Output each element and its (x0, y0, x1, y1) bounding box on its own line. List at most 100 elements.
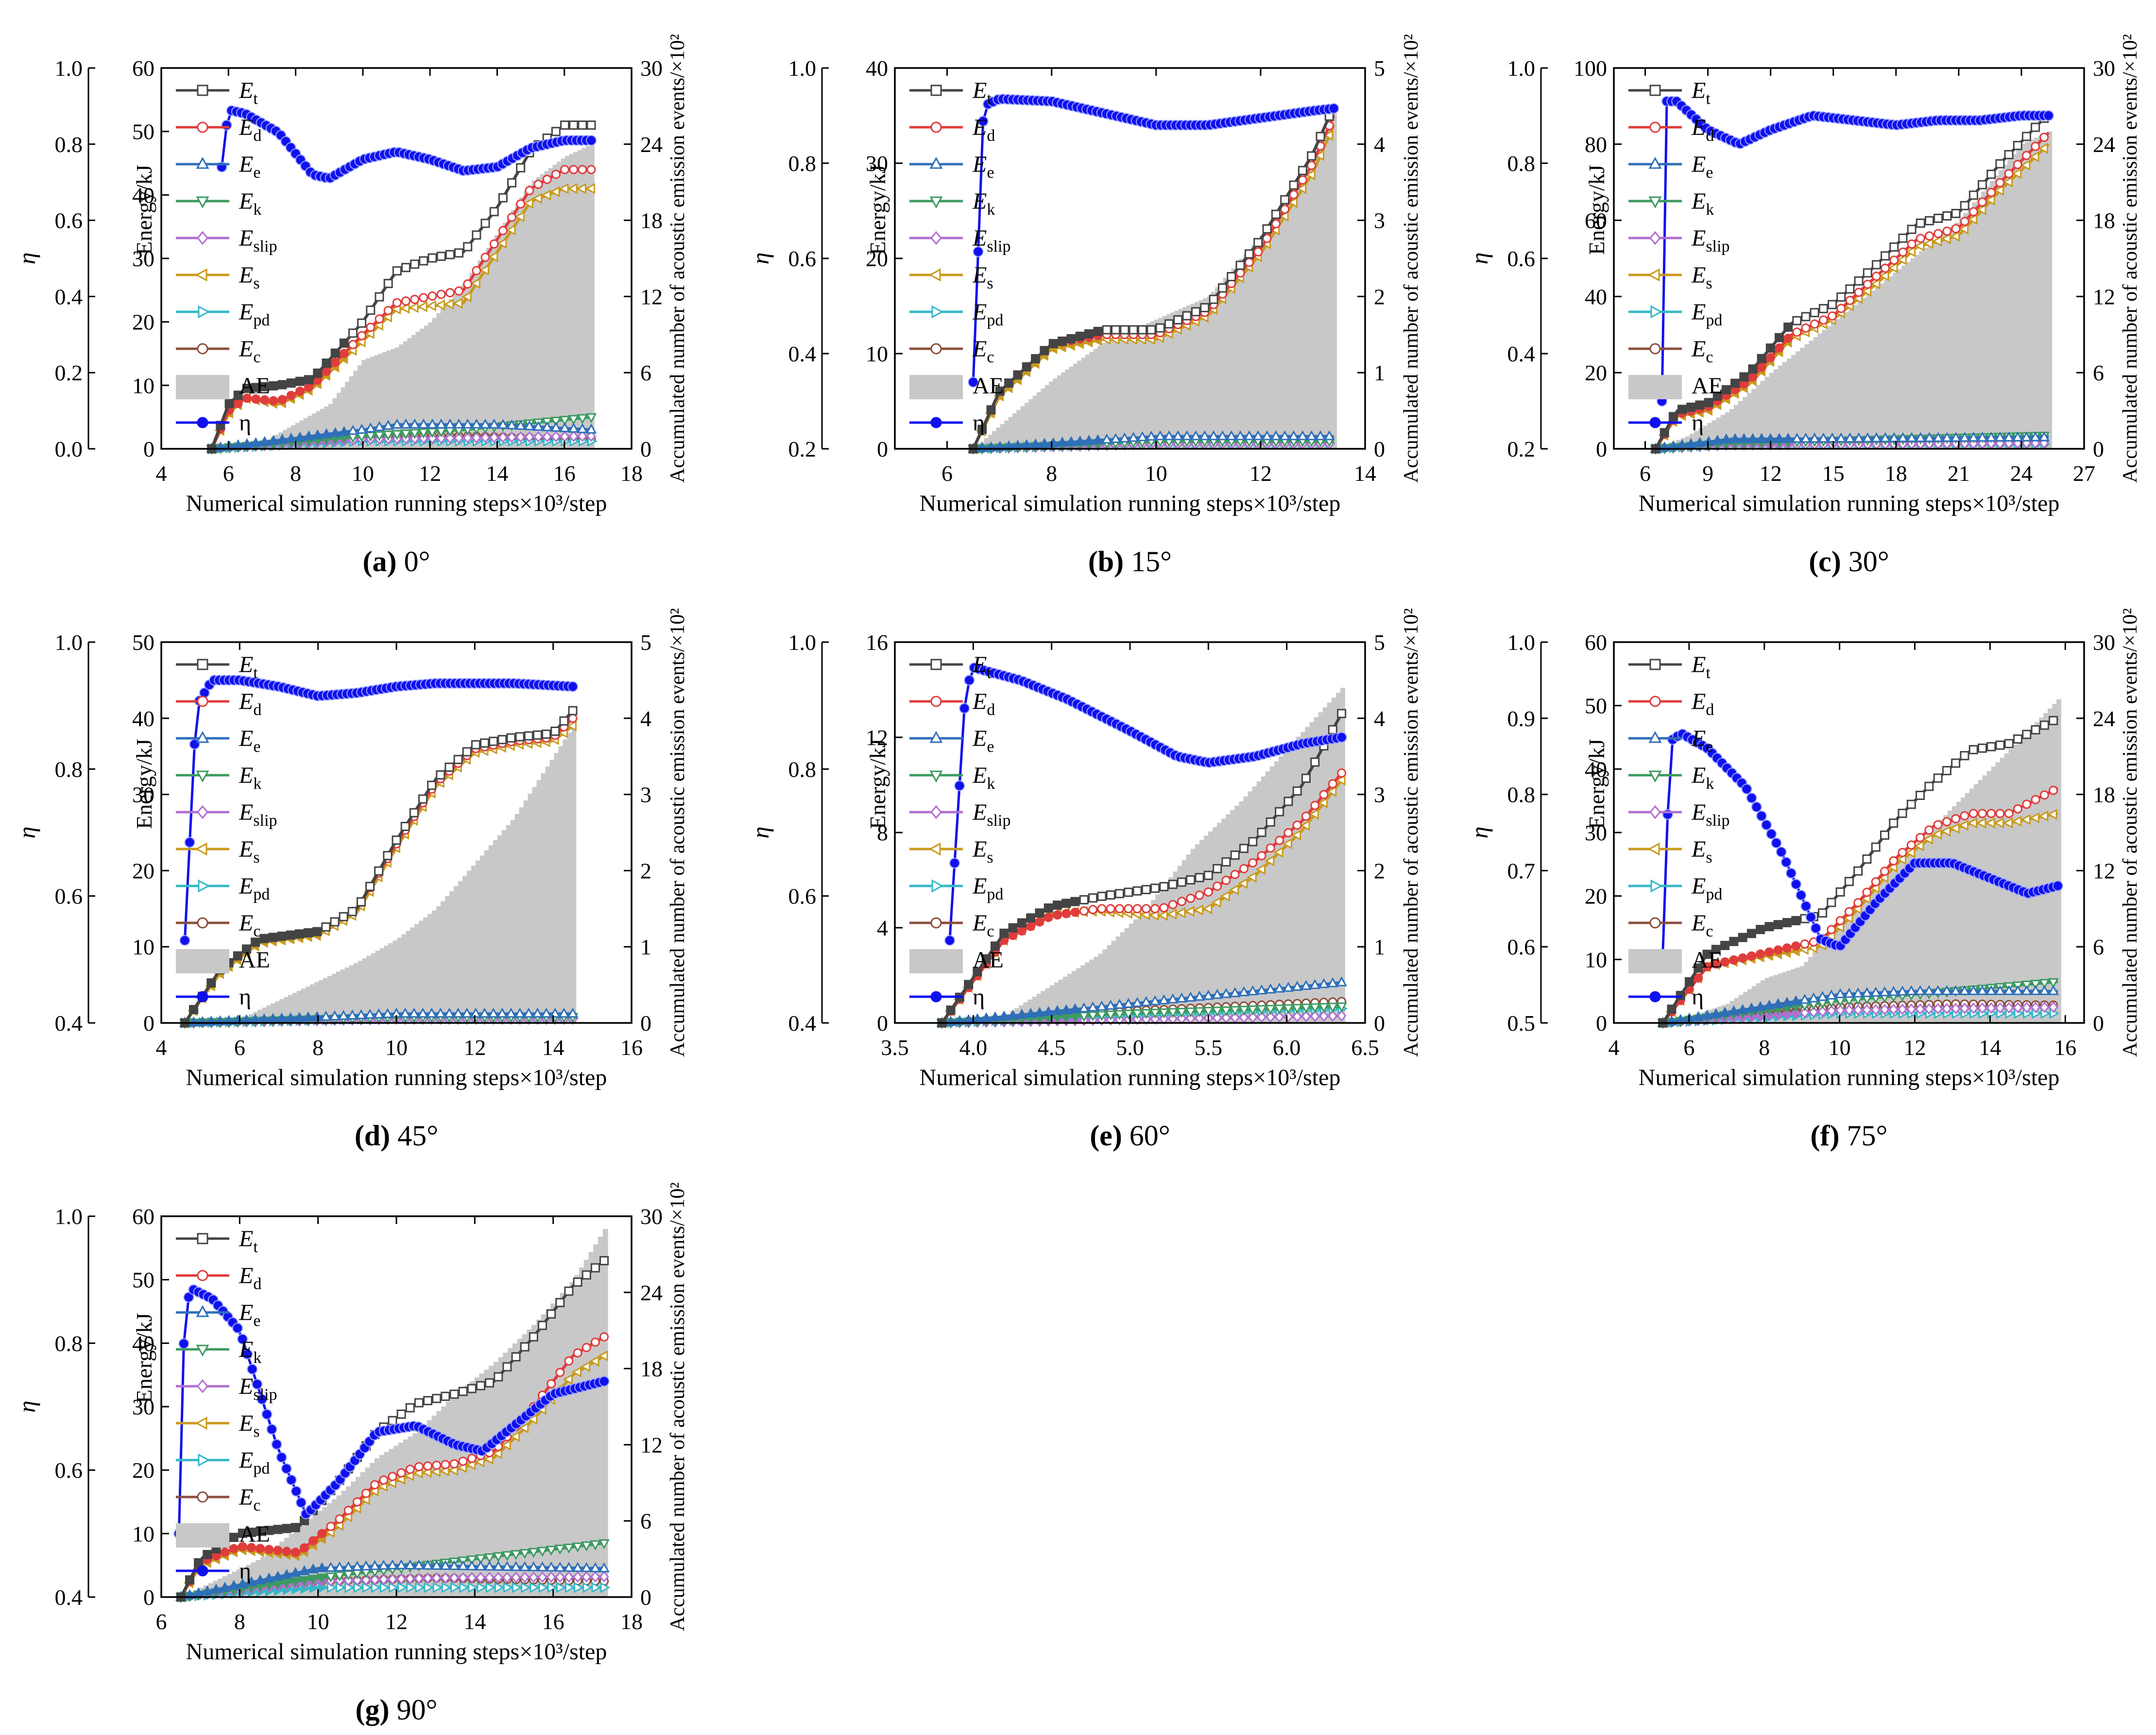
marker-Ee (1933, 432, 1944, 442)
legend-label-sub: d (1706, 701, 1714, 719)
eta-marker (276, 1452, 287, 1463)
ae-bar (1968, 207, 1973, 449)
marker-Es (523, 198, 533, 209)
marker-Ed (542, 174, 552, 184)
eta-marker (567, 681, 578, 692)
marker-Et (423, 1396, 433, 1406)
ae-bar (1994, 175, 2000, 449)
marker-Ed (458, 1456, 468, 1466)
ae-bar (1822, 330, 1827, 449)
marker-Et (1289, 180, 1299, 190)
marker-Ee (338, 425, 350, 436)
marker-Et (2004, 150, 2014, 159)
ae-bar (266, 1005, 272, 1023)
legend-label-sub: k (253, 201, 261, 219)
eta-marker (286, 1474, 297, 1485)
marker-Ee (1985, 431, 1997, 442)
ae-bar (1919, 251, 1924, 449)
marker-Et (374, 866, 384, 876)
marker-Ee (1181, 430, 1193, 441)
marker-Et (1746, 929, 1756, 938)
legend-marker (197, 1270, 208, 1281)
legend-label-sub: d (1706, 127, 1714, 145)
chart-panel-g: 6 8 10 12 14 16 1801020304050600.40.60.81.0061… (13, 1182, 689, 1726)
marker-Ee (550, 422, 562, 432)
energy-tick-label: 60 (132, 1204, 154, 1229)
ae-bar (1069, 366, 1074, 449)
ae-tick-label: 2 (1374, 284, 1385, 309)
ae-bar (328, 404, 333, 449)
ae-bar (1287, 746, 1293, 1023)
ae-bar (465, 279, 470, 449)
x-tick-label: 6 (156, 1609, 167, 1634)
marker-Et (1093, 326, 1103, 336)
legend-label-main: E (1691, 262, 1706, 288)
ae-bar (2043, 713, 2049, 1023)
ae-bar (1296, 736, 1301, 1023)
marker-Ee (294, 431, 306, 442)
marker-Ee (2012, 431, 2023, 442)
marker-Et (1792, 316, 1802, 325)
ae-bar (515, 204, 520, 449)
ae-bar (412, 1433, 418, 1597)
ae-bar (410, 927, 415, 1023)
marker-Ed (1168, 900, 1178, 909)
eta-axis-title: η (13, 827, 40, 839)
ae-bar (353, 371, 358, 449)
ae-bar (1322, 707, 1328, 1023)
marker-Ek (418, 428, 429, 439)
energy-tick-label: 0 (143, 1585, 154, 1610)
marker-Ed (1298, 175, 1307, 185)
x-tick-label: 16 (2054, 1035, 2076, 1060)
x-tick-label: 16 (553, 461, 576, 486)
plot-frame (1613, 67, 2085, 450)
marker-Ed (564, 1356, 574, 1366)
marker-Ee (453, 418, 464, 429)
legend-label-main: AE (973, 373, 1004, 399)
marker-Et (330, 917, 340, 927)
eta-marker (1761, 819, 1772, 831)
marker-Ee (1897, 432, 1909, 442)
eta-marker (1751, 801, 1762, 813)
marker-Ed (590, 1337, 600, 1347)
legend-marker (930, 231, 942, 245)
marker-Et (1191, 307, 1200, 317)
ae-bar (2038, 136, 2043, 449)
marker-Ed (1257, 851, 1266, 861)
legend-marker (930, 805, 942, 819)
series-Ed (207, 165, 596, 454)
ae-bar (327, 976, 332, 1023)
legend-label-main: E (972, 152, 987, 177)
ae-axis-title: Accumulated number of acoustic emission … (1400, 608, 1422, 1057)
marker-Et (427, 781, 437, 790)
energy-tick-label: 50 (132, 119, 154, 144)
eta-marker (1796, 889, 1807, 901)
marker-Eslip (445, 432, 455, 444)
ae-bar (399, 344, 404, 449)
energy-tick-label: 50 (1585, 694, 1607, 718)
legend-item-Ec: Ec (176, 910, 260, 940)
legend-label-main: E (239, 115, 253, 140)
marker-Et (463, 242, 473, 252)
marker-Ed (1773, 945, 1783, 955)
ae-tick-label: 1 (1374, 360, 1385, 385)
legend-label: Ed (1691, 115, 1714, 145)
marker-Ee (585, 424, 597, 434)
marker-Ed (251, 394, 261, 404)
ae-bar (488, 845, 494, 1023)
marker-Ed (1836, 304, 1846, 313)
legend-label-main: E (239, 188, 253, 214)
ae-tick-label: 6 (2093, 360, 2104, 385)
eta-tick-label: 1.0 (788, 56, 817, 81)
marker-Ee (1711, 434, 1723, 445)
marker-Et (229, 1532, 239, 1542)
legend-marker (196, 196, 209, 209)
ae-tick-label: 30 (640, 1204, 663, 1229)
ae-bar (1844, 312, 1849, 449)
ae-bar (1016, 409, 1021, 449)
marker-Ed (1097, 904, 1107, 914)
eta-tick-label: 0.8 (55, 1331, 83, 1356)
marker-Ee (1791, 432, 1803, 443)
